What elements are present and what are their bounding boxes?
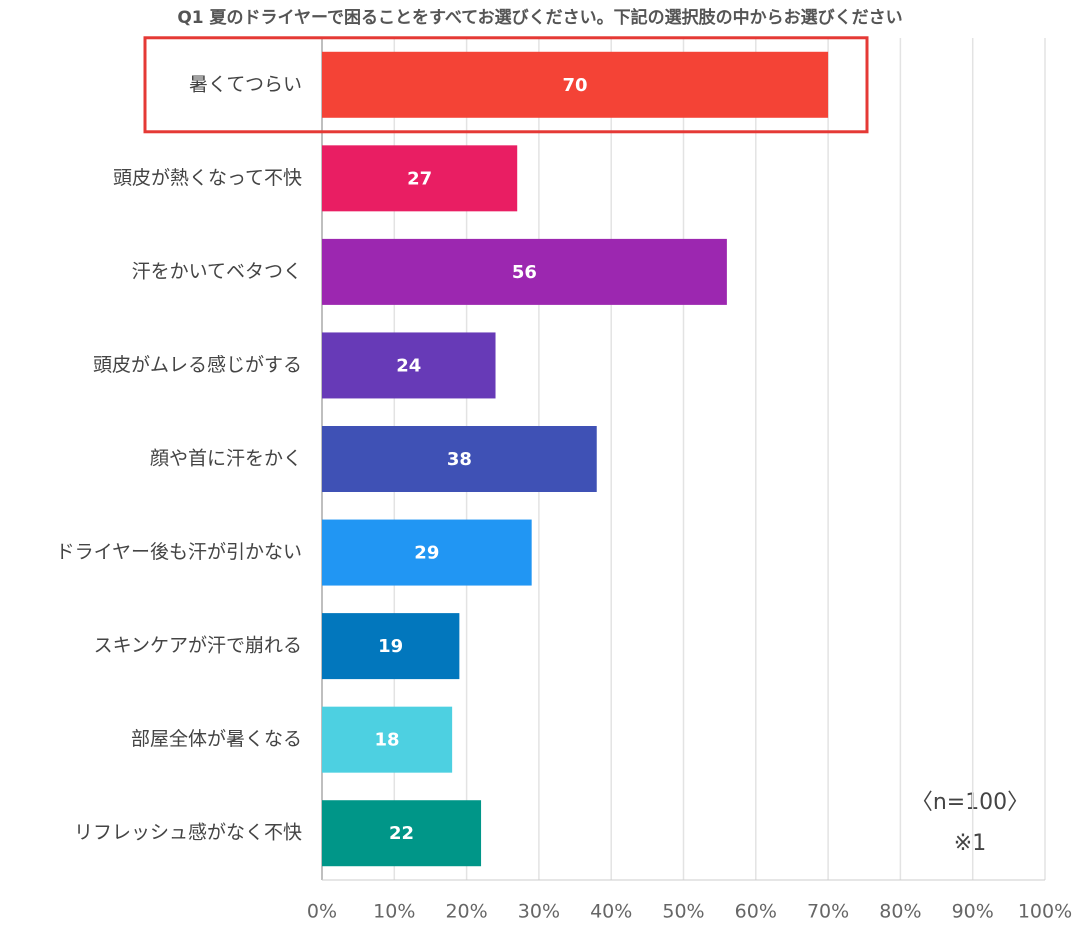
x-tick-label: 80%	[879, 901, 921, 923]
y-tick-label: 部屋全体が暑くなる	[131, 728, 302, 750]
bar	[322, 613, 460, 680]
bar	[322, 238, 727, 305]
y-tick-label: リフレッシュ感がなく不快	[74, 822, 302, 844]
y-tick-label: 頭皮が熱くなって不快	[113, 167, 302, 189]
y-tick-label: ドライヤー後も汗が引かない	[56, 541, 302, 563]
x-tick-label: 40%	[590, 901, 632, 923]
bar	[322, 145, 518, 212]
bar	[322, 332, 496, 399]
data-label: 27	[407, 168, 432, 189]
x-tick-label: 60%	[735, 901, 777, 923]
data-label: 19	[378, 636, 403, 657]
x-tick-label: 90%	[952, 901, 994, 923]
data-label: 38	[447, 449, 472, 470]
y-tick-label: 顔や首に汗をかく	[150, 448, 302, 470]
annotation: ※1	[954, 831, 986, 856]
x-tick-label: 50%	[662, 901, 704, 923]
x-tick-label: 20%	[445, 901, 487, 923]
x-tick-label: 70%	[807, 901, 849, 923]
data-label: 22	[389, 823, 414, 844]
y-tick-label: スキンケアが汗で崩れる	[94, 635, 302, 657]
data-label: 24	[396, 355, 421, 376]
x-tick-label: 30%	[518, 901, 560, 923]
data-label: 56	[512, 262, 537, 283]
bar	[322, 800, 482, 867]
x-tick-label: 10%	[373, 901, 415, 923]
y-tick-label: 汗をかいてベタつく	[132, 260, 302, 282]
x-tick-label: 100%	[1018, 901, 1072, 923]
data-label: 70	[563, 75, 588, 96]
y-tick-label: 頭皮がムレる感じがする	[93, 354, 302, 376]
annotation: 〈n=100〉	[911, 790, 1029, 815]
highlight-box	[143, 36, 869, 134]
x-tick-label: 0%	[307, 901, 337, 923]
y-tick-label: 暑くてつらい	[189, 73, 302, 95]
bar	[322, 426, 597, 492]
data-label: 29	[414, 543, 439, 564]
chart-title: Q1 夏のドライヤーで困ることをすべてお選びください。下記の選択肢の中からお選び…	[177, 7, 902, 28]
bar	[322, 519, 532, 586]
data-label: 18	[375, 730, 400, 751]
bar	[322, 706, 453, 773]
bar	[322, 51, 829, 118]
